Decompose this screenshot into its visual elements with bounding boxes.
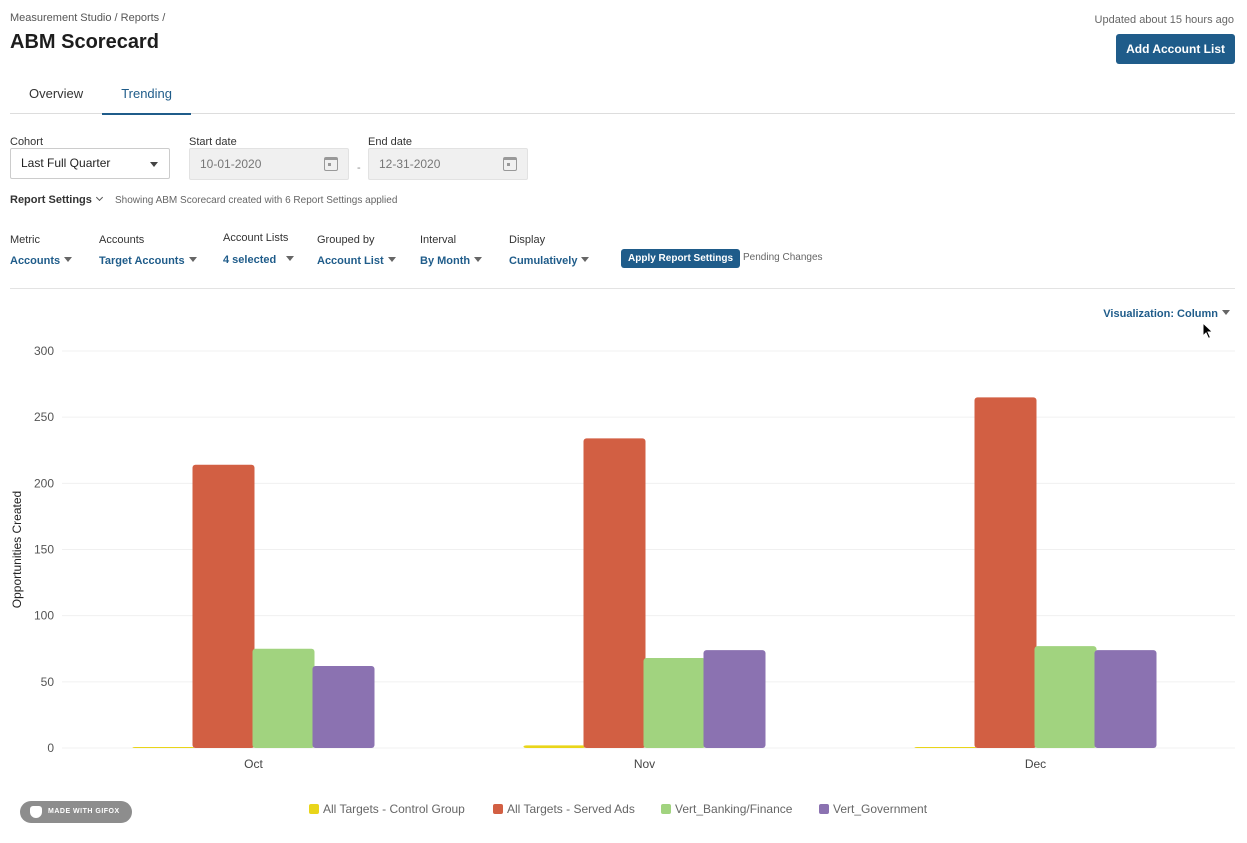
visualization-value: Visualization: Column [1103,308,1218,320]
x-tick-label: Nov [634,757,655,771]
bar-nov-2 [643,658,706,748]
gifox-badge-text: MADE WITH GIFOX [48,808,120,815]
start-date-value: 10-01-2020 [200,157,262,171]
divider [10,288,1235,289]
calendar-icon[interactable] [324,157,338,171]
bar-nov-3 [703,650,766,748]
accounts-value: Target Accounts [99,255,185,267]
bar-nov-1 [583,438,646,748]
start-date-label: Start date [189,136,237,148]
grouped-by-value: Account List [317,255,384,267]
interval-value: By Month [420,255,471,267]
chevron-down-icon [95,193,103,202]
visualization-dropdown[interactable]: Visualization: Column [1103,308,1230,320]
bar-oct-3 [312,665,375,748]
bar-dec-3 [1094,650,1157,748]
bar-oct-2 [252,648,315,748]
caret-down-icon [581,257,590,262]
add-account-list-button[interactable]: Add Account List [1116,34,1235,64]
x-tick-label: Dec [1025,757,1046,771]
end-date-label: End date [368,136,413,148]
y-tick-label: 150 [34,543,54,557]
report-settings-description: Showing ABM Scorecard created with 6 Rep… [115,195,398,206]
column-chart: 0 50 100 150 200 250 300 Opportunities Created O… [10,344,1235,816]
pending-changes-text: Pending Changes [743,252,823,263]
legend-swatch [819,804,829,814]
report-settings-toggle[interactable]: Report Settings [10,193,103,206]
account-lists-label: Account Lists [223,232,289,244]
y-tick-label: 0 [47,741,54,755]
legend-entry: Vert_Government [833,802,928,816]
mouse-cursor-icon [1202,322,1214,340]
tab-overview[interactable]: Overview [29,86,84,101]
bar-dec-1 [974,397,1037,748]
calendar-icon[interactable] [503,157,517,171]
cohort-select-value: Last Full Quarter [21,156,111,170]
metric-label: Metric [10,234,40,246]
y-tick-label: 50 [41,675,55,689]
legend-swatch [661,804,671,814]
legend-swatch [493,804,503,814]
legend-entry: All Targets - Control Group [323,802,465,816]
bar-nov-0 [523,745,586,748]
tab-trending[interactable]: Trending [102,80,191,115]
interval-dropdown[interactable]: By Month [420,255,483,267]
account-lists-dropdown[interactable]: 4 selected [223,254,295,266]
caret-down-icon [387,257,396,262]
accounts-dropdown[interactable]: Target Accounts [99,255,197,267]
end-date-value: 12-31-2020 [379,157,441,171]
date-separator: - [357,162,361,174]
end-date-field[interactable]: 12-31-2020 [368,148,528,180]
caret-down-icon [188,257,197,262]
page-title: ABM Scorecard [10,31,159,53]
bar-oct-1 [192,464,255,748]
account-lists-value: 4 selected [223,254,277,266]
legend-entry: Vert_Banking/Finance [675,802,793,816]
legend-entry: All Targets - Served Ads [507,802,635,816]
metric-value: Accounts [10,255,61,267]
caret-down-icon [1222,310,1230,315]
interval-label: Interval [420,234,457,246]
x-tick-label: Oct [244,757,263,771]
start-date-field[interactable]: 10-01-2020 [189,148,349,180]
legend-swatch [309,804,319,814]
display-label: Display [509,234,546,246]
updated-timestamp: Updated about 15 hours ago [1094,14,1234,26]
display-value: Cumulatively [509,255,578,267]
fox-logo-icon [30,806,42,818]
cohort-label: Cohort [10,136,44,148]
grouped-by-dropdown[interactable]: Account List [317,255,396,267]
bar-dec-0 [914,747,977,748]
y-tick-label: 300 [34,344,54,358]
apply-report-settings-button[interactable]: Apply Report Settings [621,249,741,268]
y-axis-label: Opportunities Created [10,491,24,608]
metric-dropdown[interactable]: Accounts [10,255,73,267]
caret-down-icon [64,257,73,262]
display-dropdown[interactable]: Cumulatively [509,255,590,267]
caret-down-icon [286,256,295,261]
tab-bar: Overview Trending [10,80,1235,115]
bar-oct-0 [132,747,195,748]
y-tick-label: 250 [34,410,54,424]
report-settings-label: Report Settings [10,194,92,206]
caret-down-icon [474,257,483,262]
gifox-badge: MADE WITH GIFOX [20,801,132,823]
cohort-select[interactable]: Last Full Quarter [10,148,170,179]
bar-dec-2 [1034,646,1097,748]
caret-down-icon [150,162,158,167]
y-tick-label: 100 [34,609,54,623]
grouped-by-label: Grouped by [317,234,375,246]
accounts-label: Accounts [99,234,145,246]
breadcrumb[interactable]: Measurement Studio / Reports / [10,12,166,24]
y-tick-label: 200 [34,476,54,490]
